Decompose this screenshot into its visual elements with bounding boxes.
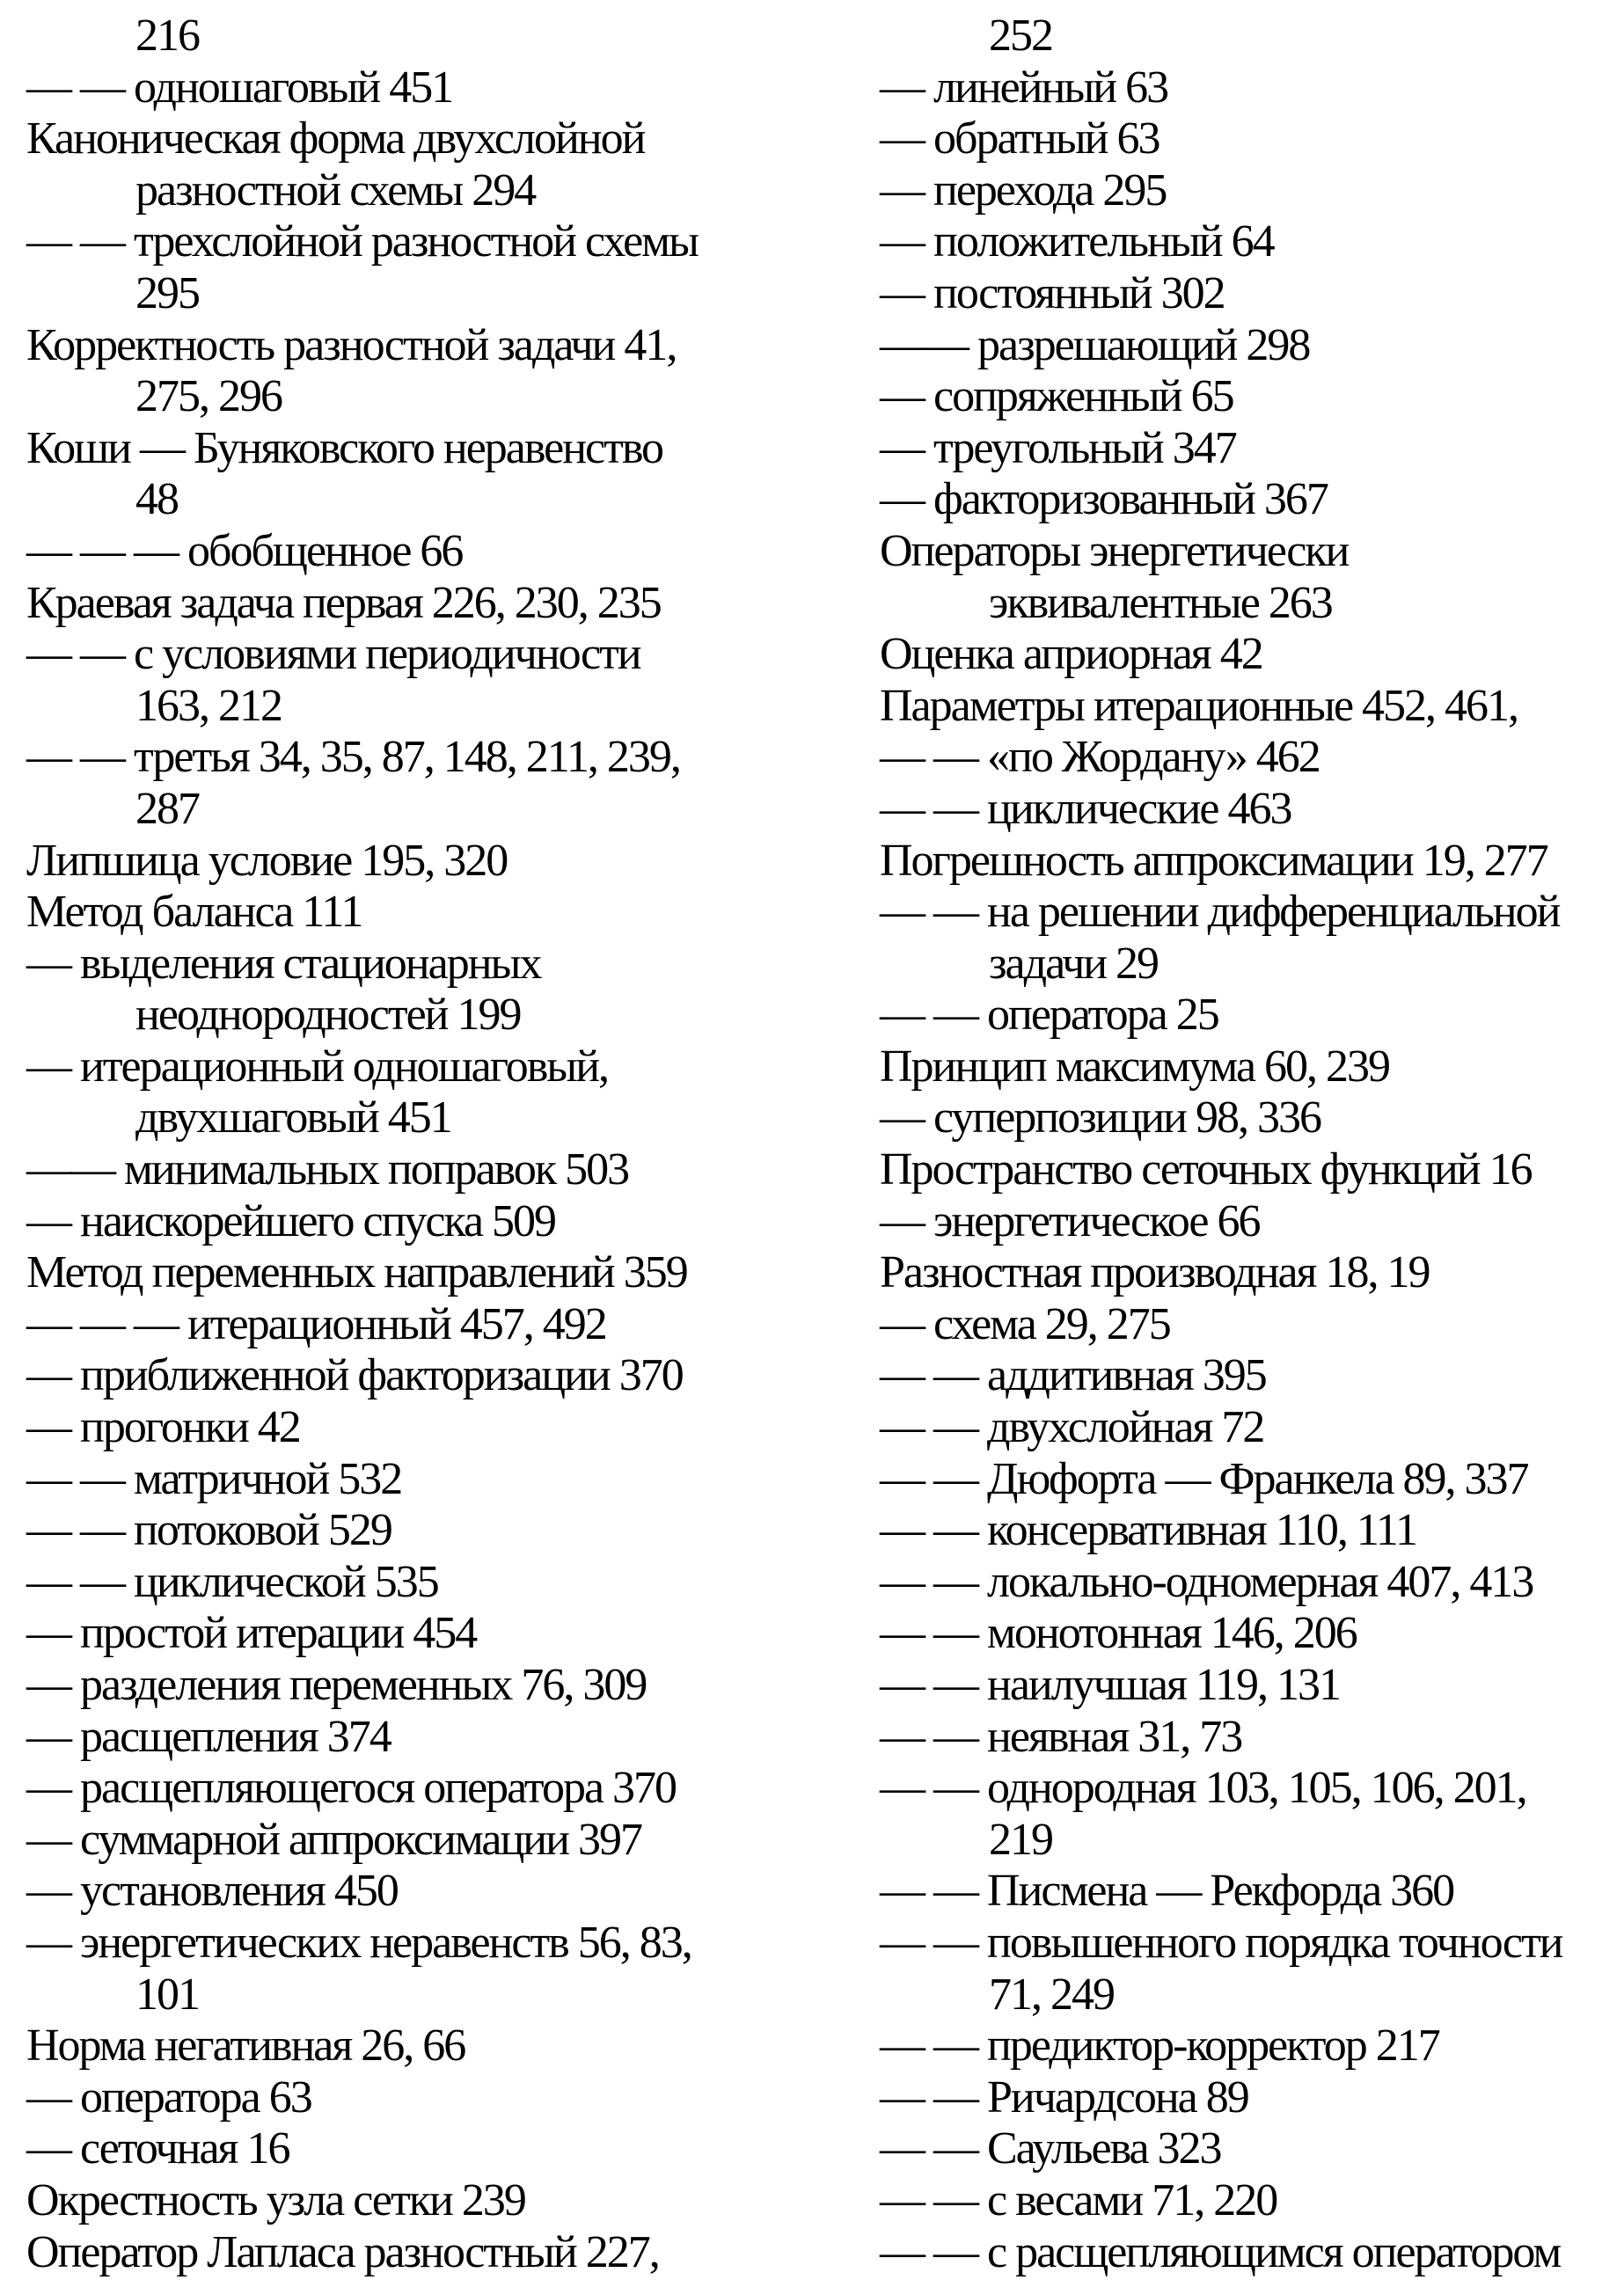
index-entry-line: Краевая задача первая 226, 230, 235 [26, 577, 662, 628]
index-entry-line: Операторы энергетически [880, 525, 1350, 576]
index-entry-line: Метод баланса 111 [26, 887, 363, 938]
index-entry-line: 295 [135, 267, 201, 318]
index-column-left: 216— — одношаговый 451 Каноническая форма… [0, 11, 812, 2280]
index-entry-line: — — — обобщенное 66 [26, 525, 464, 576]
index-entry-line: 163, 212 [135, 680, 283, 731]
index-entry-line: — энергетическое 66 [880, 1195, 1261, 1246]
index-entry-line: — — консервативная 110, 111 [880, 1505, 1418, 1556]
index-entry-line: — — однородная 103, 105, 106, 201, [880, 1763, 1528, 1814]
index-entry-line: Пространство сеточных функций 16 [880, 1144, 1533, 1195]
index-entry-line: Метод переменных направлений 359 [26, 1247, 689, 1298]
index-entry-line: — — с расщепляющимся оператором [880, 2226, 1562, 2277]
index-entry-line: — прогонки 42 [26, 1402, 302, 1453]
index-entry-line: разностной схемы 294 [135, 164, 537, 216]
index-entry-line: эквивалентные 263 [989, 577, 1334, 628]
index-entry-line: 71, 249 [989, 1969, 1116, 2020]
index-entry-line: — линейный 63 [880, 62, 1169, 113]
index-entry-line: — — — итерационный 457, 492 [26, 1298, 608, 1349]
index-entry-line: — выделения стационарных [26, 938, 542, 989]
index-entry-line: — — аддитивная 395 [880, 1350, 1268, 1401]
index-entry-line: Разностная производная 18, 19 [880, 1247, 1430, 1298]
index-entry-line: 216 [135, 11, 201, 61]
index-entry-line: — треугольный 347 [880, 422, 1238, 473]
index-entry-line: — — двухслойная 72 [880, 1402, 1265, 1453]
index-entry-line: — итерационный одношаговый, [26, 1041, 610, 1092]
index-entry-line: — расщепления 374 [26, 1711, 392, 1762]
index-entry-line: — — монотонная 146, 206 [880, 1608, 1358, 1659]
index-entry-line: Параметры итерационные 452, 461, [880, 680, 1519, 731]
index-entry-line: 275, 296 [135, 371, 283, 422]
index-entry-line: — — третья 34, 35, 87, 148, 211, 239, [26, 732, 682, 783]
index-entry-line: 219 [989, 1814, 1054, 1865]
index-entry-line: Норма негативная 26, 66 [26, 2021, 466, 2072]
index-entry-line: — схема 29, 275 [880, 1298, 1172, 1349]
index-entry-line: 252 [989, 11, 1054, 61]
index-entry-line: — установления 450 [26, 1866, 399, 1917]
index-entry-line: — — потоковой 529 [26, 1505, 393, 1556]
index-entry-line: — — Ричардсона 89 [880, 2072, 1250, 2123]
index-entry-line: — перехода 295 [880, 164, 1167, 216]
index-entry-line: 101 [135, 1969, 201, 2020]
index-entry-line: 48 [135, 474, 179, 525]
index-entry-line: Окрестность узла сетки 239 [26, 2174, 527, 2225]
index-entry-line: — — матричной 532 [26, 1453, 403, 1504]
index-entry-line: — — Дюфорта — Франкела 89, 337 [880, 1453, 1530, 1504]
index-entry-line: Липшица условие 195, 320 [26, 835, 508, 886]
index-entry-line: — приближенной факторизации 370 [26, 1350, 684, 1401]
index-entry-line: — — «по Жордану» 462 [880, 732, 1321, 783]
index-entry-line: — сеточная 16 [26, 2123, 290, 2174]
index-entry-line: Корректность разностной задачи 41, [26, 319, 677, 370]
index-entry-line: —— разрешающий 298 [880, 319, 1311, 370]
index-entry-line: Оценка априорная 42 [880, 629, 1264, 680]
index-entry-line: — положительный 64 [880, 216, 1276, 267]
index-entry-line: — оператора 63 [26, 2072, 313, 2123]
index-column-right: 252— линейный 63— обратный 63— перехода … [812, 11, 1624, 2280]
index-entry-line: — сопряженный 65 [880, 371, 1235, 422]
index-entry-line: — суперпозиции 98, 336 [880, 1092, 1322, 1144]
index-entry-line: Каноническая форма двухслойной [26, 113, 646, 164]
index-entry-line: задачи 29 [989, 938, 1159, 989]
index-entry-line: — — неявная 31, 73 [880, 1711, 1243, 1762]
index-entry-line: неоднородностей 199 [135, 990, 523, 1041]
index-entry-line: — — предиктор-корректор 217 [880, 2021, 1441, 2072]
index-entry-line: Коши — Буняковского неравенство [26, 422, 664, 473]
index-entry-line: — — одношаговый 451 [26, 62, 454, 113]
index-entry-line: — расщепляющегося оператора 370 [26, 1763, 677, 1814]
index-entry-line: — — локально-одномерная 407, 413 [880, 1556, 1534, 1607]
index-entry-line: — — циклической 535 [26, 1556, 440, 1607]
index-entry-line: — обратный 63 [880, 113, 1161, 164]
index-entry-line: — — с условиями периодичности [26, 629, 642, 680]
index-entry-line: —— минимальных поправок 503 [26, 1144, 630, 1195]
index-entry-line: — суммарной аппроксимации 397 [26, 1814, 643, 1865]
index-entry-line: — — на решении дифференциальной [880, 887, 1561, 938]
index-entry-line: — — с весами 71, 220 [880, 2174, 1278, 2225]
index-entry-line: — — трехслойной разностной схемы [26, 216, 699, 267]
index-entry-line: — — наилучшая 119, 131 [880, 1660, 1342, 1710]
index-entry-line: — наискорейшего спуска 509 [26, 1195, 557, 1246]
index-entry-line: 287 [135, 783, 201, 834]
index-entry-line: — простой итерации 454 [26, 1608, 478, 1659]
index-entry-line: — — повышенного порядка точности [880, 1917, 1564, 1968]
index-entry-line: — — оператора 25 [880, 990, 1220, 1041]
index-entry-line: — — Саульева 323 [880, 2123, 1223, 2174]
index-entry-line: — — Писмена — Рекфорда 360 [880, 1866, 1455, 1917]
index-entry-line: — разделения переменных 76, 309 [26, 1660, 647, 1710]
index-entry-line: — постоянный 302 [880, 267, 1226, 318]
index-entry-line: — — циклические 463 [880, 783, 1292, 834]
index-entry-line: Принцип максимума 60, 239 [880, 1041, 1391, 1092]
index-entry-line: Оператор Лапласа разностный 227, [26, 2226, 661, 2277]
index-entry-line: Погрешность аппроксимации 19, 277 [880, 835, 1549, 886]
index-entry-line: — факторизованный 367 [880, 474, 1329, 525]
index-entry-line: двухшаговый 451 [135, 1092, 453, 1144]
index-entry-line: — энергетических неравенств 56, 83, [26, 1917, 693, 1968]
